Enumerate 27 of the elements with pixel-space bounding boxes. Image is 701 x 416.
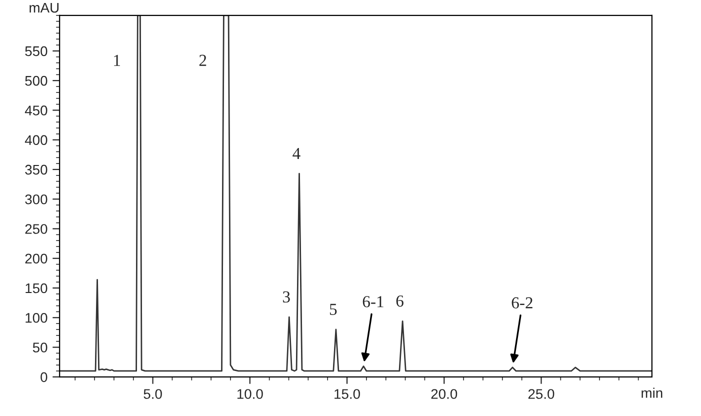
y-tick-label: 450 — [24, 106, 48, 116]
y-tick-label: 200 — [25, 254, 48, 264]
y-tick-label: 300 — [25, 194, 48, 204]
y-tick-label: 350 — [25, 164, 48, 175]
y-tick-label: 400 — [24, 135, 48, 146]
annotation: 4 — [292, 148, 300, 159]
annotation: 6 — [396, 295, 404, 307]
y-tick-label: 150 — [26, 283, 48, 294]
annotation: 2 — [199, 54, 206, 66]
y-tick-label: 250 — [25, 224, 48, 234]
y-tick-label: 0 — [40, 372, 48, 382]
x-tick-label: 5.0 — [144, 389, 162, 399]
annotation: 3 — [282, 291, 290, 303]
y-tick-label: 500 — [25, 76, 48, 86]
x-axis-title: min — [642, 388, 662, 398]
y-tick-label: 50 — [32, 342, 48, 352]
annotation: 6-1 — [362, 296, 384, 308]
y-axis-title: mAU — [30, 2, 59, 13]
y-tick-label: 100 — [26, 312, 48, 323]
annotation: 6-2 — [512, 297, 532, 308]
x-tick-label: 10.0 — [237, 389, 263, 399]
x-tick-label: 20.0 — [431, 389, 458, 399]
annotation: 5 — [330, 304, 337, 315]
y-tick-label: 550 — [25, 46, 48, 56]
annotation: 1 — [114, 54, 120, 66]
x-tick-label: 15.0 — [334, 389, 360, 399]
x-tick-label: 25.0 — [528, 389, 554, 399]
